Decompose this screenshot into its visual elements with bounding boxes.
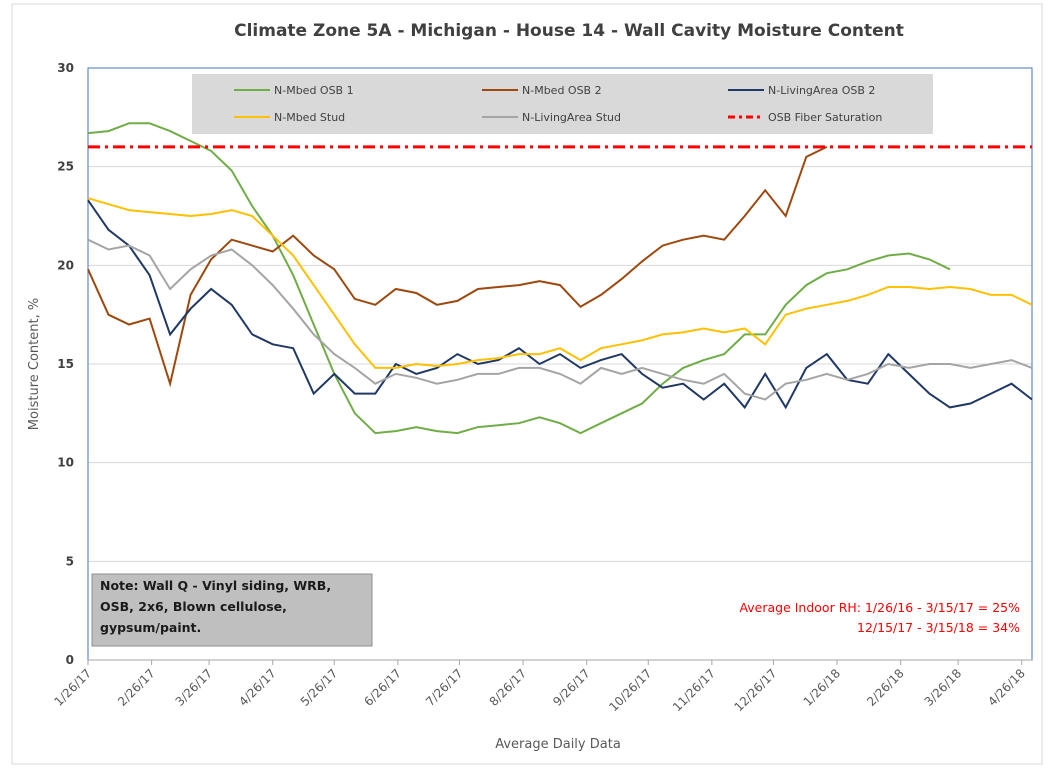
y-tick-label: 10 xyxy=(57,456,74,470)
legend-label: OSB Fiber Saturation xyxy=(768,111,882,124)
y-tick-label: 30 xyxy=(57,61,74,75)
annotation: Average Indoor RH: 1/26/16 - 3/15/17 = 2… xyxy=(739,600,1020,615)
legend-label: N-Mbed OSB 2 xyxy=(522,84,602,97)
legend-label: N-LivingArea OSB 2 xyxy=(768,84,875,97)
y-axis-label: Moisture Content, % xyxy=(27,298,42,430)
note-line: OSB, 2x6, Blown cellulose, xyxy=(100,599,287,614)
legend-label: N-Mbed Stud xyxy=(274,111,345,124)
legend-box xyxy=(192,74,933,134)
y-tick-label: 20 xyxy=(57,258,74,272)
note-box xyxy=(91,573,373,647)
chart-title: Climate Zone 5A - Michigan - House 14 - … xyxy=(234,21,904,41)
y-tick-label: 15 xyxy=(57,357,74,371)
y-tick-label: 0 xyxy=(66,653,74,667)
series-line xyxy=(87,122,951,435)
legend-label: N-Mbed OSB 1 xyxy=(274,84,354,97)
series-line xyxy=(87,197,1033,369)
series-line xyxy=(87,238,1033,401)
note-line: Note: Wall Q - Vinyl siding, WRB, xyxy=(100,578,331,593)
annotation: 12/15/17 - 3/15/18 = 34% xyxy=(857,620,1020,635)
y-tick-label: 25 xyxy=(57,160,74,174)
series-line xyxy=(87,199,1033,410)
y-tick-label: 5 xyxy=(66,554,74,568)
legend-label: N-LivingArea Stud xyxy=(522,111,621,124)
note-line: gypsum/paint. xyxy=(100,620,201,635)
legend: N-Mbed OSB 1 N-Mbed OSB 2 N-LivingArea OSB… xyxy=(234,84,882,124)
series-line xyxy=(87,145,828,388)
x-axis-label: Average Daily Data xyxy=(495,737,621,752)
